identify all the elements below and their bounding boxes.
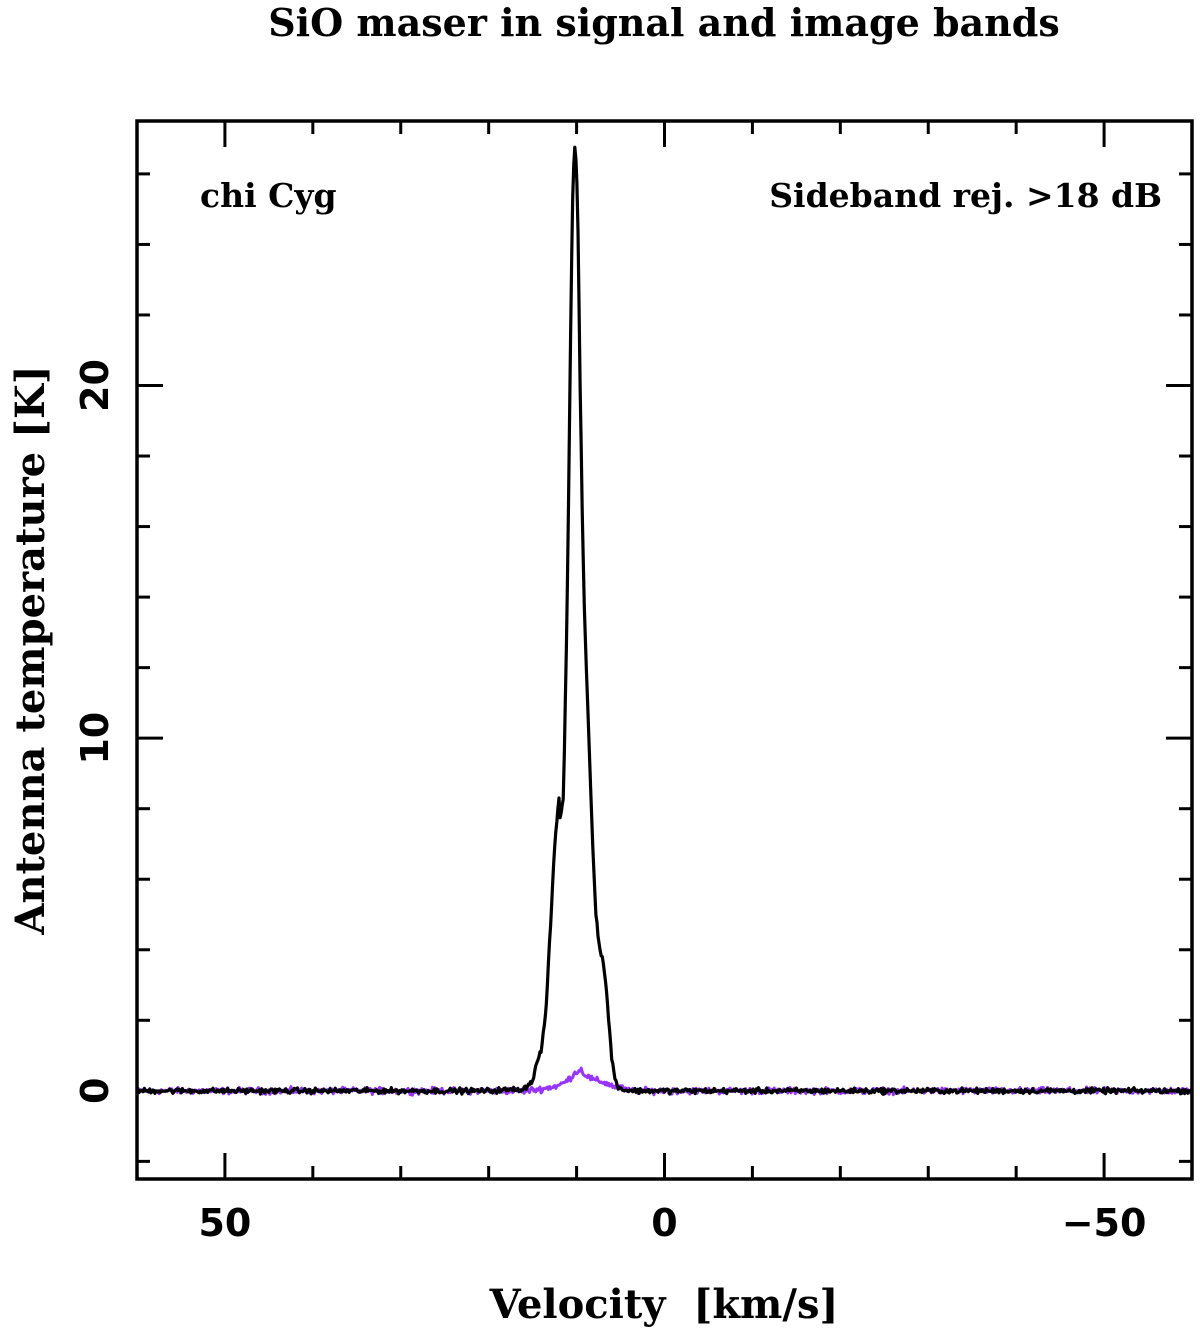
- x-axis-label: Velocity [km/s]: [489, 1281, 839, 1328]
- axis-ticks: [135, 121, 1194, 1179]
- signal-band-line: [135, 145, 1194, 1096]
- y-tick-label: 10: [73, 712, 117, 765]
- x-tick-label: −50: [1062, 1201, 1147, 1245]
- axis-tick-labels: 50 0 −50 0 10 20: [73, 359, 1146, 1245]
- y-axis-label: Antenna temperature [K]: [7, 365, 54, 935]
- chart-title: SiO maser in signal and image bands: [268, 0, 1060, 45]
- y-tick-label: 20: [73, 359, 117, 412]
- sideband-annotation: Sideband rej. >18 dB: [769, 176, 1162, 215]
- x-tick-label: 0: [651, 1201, 677, 1245]
- x-tick-label: 50: [198, 1201, 251, 1245]
- y-tick-label: 0: [73, 1078, 117, 1104]
- plot-series: [135, 145, 1194, 1097]
- plot-frame: [135, 119, 1194, 1181]
- source-annotation: chi Cyg: [200, 176, 337, 215]
